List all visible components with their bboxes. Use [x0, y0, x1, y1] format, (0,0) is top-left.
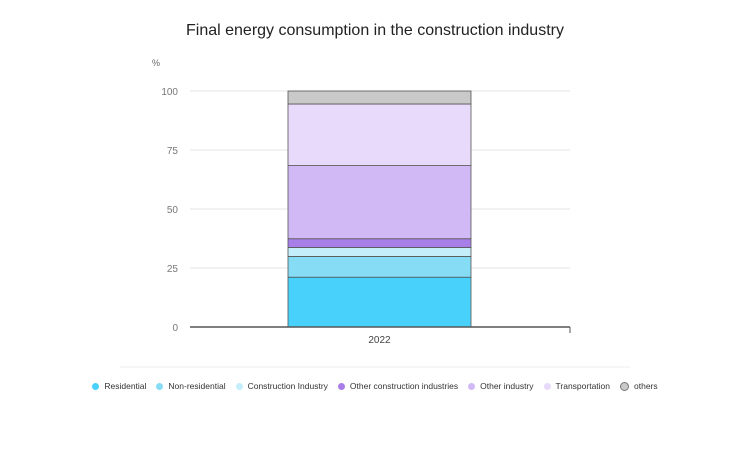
legend-swatch-icon: [620, 381, 630, 391]
legend-item[interactable]: others: [620, 381, 658, 391]
legend-item[interactable]: Other industry: [468, 381, 534, 391]
legend-swatch-icon: [468, 382, 476, 390]
legend-label: Non-residential: [168, 381, 226, 391]
legend-swatch-icon: [156, 382, 164, 390]
bar-segment-transportation: [287, 103, 472, 166]
bar-segment-other-construction-industries: [287, 238, 472, 248]
legend-item[interactable]: Construction Industry: [235, 381, 328, 391]
legend-swatch-icon: [337, 382, 345, 390]
y-tick-label: 50: [167, 205, 179, 216]
legend-label: others: [634, 381, 658, 391]
legend-swatch-icon: [235, 382, 243, 390]
legend-item[interactable]: Transportation: [543, 381, 611, 391]
legend-label: Other industry: [480, 381, 534, 391]
y-axis-label: %: [152, 58, 160, 68]
legend-label: Construction Industry: [247, 381, 328, 391]
x-tick-label: 2022: [368, 335, 391, 346]
y-tick-label: 75: [167, 146, 179, 157]
bar-segment-non-residential: [287, 256, 472, 278]
legend-swatch-icon: [92, 382, 100, 390]
legend-swatch-icon: [543, 382, 551, 390]
legend-label: Residential: [104, 381, 147, 391]
legend-item[interactable]: Non-residential: [156, 381, 226, 391]
bar-segment-construction-industry: [287, 247, 472, 257]
bar-segment-residential: [287, 276, 472, 328]
legend-item[interactable]: Other construction industries: [337, 381, 459, 391]
legend-item[interactable]: Residential: [92, 381, 146, 391]
legend: Residential Non-residential Construction I…: [0, 381, 750, 391]
legend-label: Transportation: [555, 381, 611, 391]
chart-title: Final energy consumption in the construc…: [186, 22, 564, 39]
y-tick-label: 0: [172, 323, 178, 334]
bar-segment-others: [287, 90, 472, 105]
y-tick-label: 25: [167, 264, 179, 275]
legend-label: Other construction industries: [349, 381, 459, 391]
y-tick-label: 100: [161, 87, 178, 98]
bar-segment-other-industry: [287, 165, 472, 240]
